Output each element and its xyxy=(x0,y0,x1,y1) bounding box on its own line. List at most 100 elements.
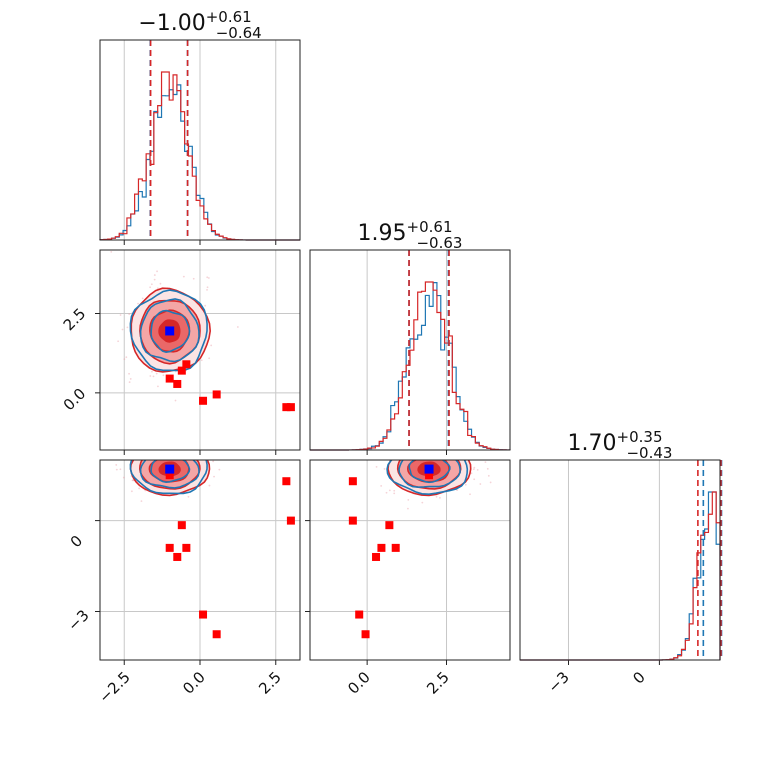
sample-point xyxy=(426,456,428,458)
sample-point xyxy=(412,456,414,458)
sample-point xyxy=(148,438,150,440)
panel-clip xyxy=(348,437,492,639)
panel-frame xyxy=(99,249,301,451)
sample-point xyxy=(443,437,445,439)
panel-clip xyxy=(110,250,295,412)
marker-point xyxy=(425,471,434,480)
sample-point xyxy=(150,283,153,286)
sample-point xyxy=(410,458,412,460)
sample-point xyxy=(414,456,416,458)
contour-blue xyxy=(150,309,191,354)
sample-point xyxy=(463,450,465,452)
sample-point xyxy=(151,456,153,458)
sample-point xyxy=(119,314,122,316)
sample-point xyxy=(169,424,171,426)
param-3-title-value: 1.70 xyxy=(568,431,617,456)
sample-point xyxy=(422,443,424,445)
sample-point xyxy=(177,447,179,449)
y-tick-label-p3-1: 0 xyxy=(67,532,86,551)
truth-marker xyxy=(424,464,434,474)
sample-point xyxy=(435,445,437,447)
sample-point xyxy=(110,250,113,253)
sample-point xyxy=(393,489,396,492)
param-2-title: 1.95+0.61 −0.63 xyxy=(358,218,463,252)
contour-red xyxy=(417,461,441,477)
sample-point xyxy=(126,326,129,329)
sample-point xyxy=(444,442,446,444)
y-tick-label-p2-0: 0.0 xyxy=(60,385,90,415)
sample-point xyxy=(236,326,239,328)
sample-point xyxy=(442,457,444,459)
marker-point xyxy=(282,477,291,486)
param-2-title-upper: +0.61 xyxy=(407,218,453,236)
sample-point xyxy=(479,483,482,485)
sample-point xyxy=(373,453,375,455)
param-3-title-upper: +0.35 xyxy=(617,428,663,446)
marker-point xyxy=(355,610,364,619)
sample-point xyxy=(435,443,437,445)
panel-frame xyxy=(309,459,511,661)
histogram-panel-3 xyxy=(519,459,723,665)
sample-point xyxy=(149,375,152,377)
param-2-title-lower: −0.63 xyxy=(416,234,462,252)
sample-point xyxy=(145,454,147,456)
sample-point xyxy=(137,302,139,305)
marker-point xyxy=(199,610,208,619)
sample-point xyxy=(206,286,209,289)
sample-point xyxy=(417,442,419,444)
contour-blue xyxy=(398,460,461,489)
sample-point xyxy=(208,484,211,487)
x-tick-label-p2-1: 2.5 xyxy=(423,668,453,698)
param-1-title-value: −1.00 xyxy=(138,11,205,36)
sample-point xyxy=(145,442,147,444)
sample-point xyxy=(473,466,476,469)
param-1-title-upper: +0.61 xyxy=(206,8,252,26)
marker-point xyxy=(361,630,370,639)
sample-point xyxy=(375,465,378,468)
sample-point xyxy=(468,457,470,459)
sample-point xyxy=(203,456,205,458)
sample-point xyxy=(189,455,191,457)
sample-point xyxy=(174,399,177,402)
sample-point xyxy=(435,495,438,498)
sample-point xyxy=(489,481,492,484)
scatter-panel-3-1 xyxy=(95,412,301,665)
sample-point xyxy=(173,435,175,437)
marker-point xyxy=(177,521,186,530)
sample-point xyxy=(429,452,431,454)
sample-point xyxy=(164,412,166,414)
sample-point xyxy=(217,458,219,460)
truth-marker xyxy=(165,326,175,336)
sample-point xyxy=(380,485,383,487)
contour-red xyxy=(396,460,462,490)
param-1-title-lower: −0.64 xyxy=(216,24,262,42)
sample-point xyxy=(184,457,186,459)
sample-point xyxy=(218,457,220,459)
sample-point xyxy=(464,483,467,486)
marker-point xyxy=(182,360,191,369)
sample-point xyxy=(152,375,155,378)
panel-frame xyxy=(99,39,301,241)
sample-point xyxy=(160,455,162,457)
contour-red xyxy=(406,460,450,483)
marker-point xyxy=(348,516,357,525)
param-1-title: −1.00+0.61 −0.64 xyxy=(138,8,261,42)
sample-point xyxy=(194,456,196,458)
sample-point xyxy=(419,452,421,454)
marker-point xyxy=(391,543,400,552)
sample-point xyxy=(455,454,457,456)
sample-point xyxy=(132,479,135,482)
sample-point xyxy=(423,441,425,443)
sample-point xyxy=(407,507,409,510)
sample-point xyxy=(161,457,163,459)
x-tick-label-p1-1: 0.0 xyxy=(179,668,209,698)
sample-point xyxy=(442,457,444,459)
contour-red xyxy=(148,460,190,483)
panel-frame xyxy=(309,249,511,451)
marker-point xyxy=(165,471,174,480)
sample-point xyxy=(430,446,432,448)
sample-point xyxy=(171,440,173,442)
sample-point xyxy=(422,438,424,440)
contour-blue xyxy=(408,460,451,484)
sample-point xyxy=(151,370,153,373)
